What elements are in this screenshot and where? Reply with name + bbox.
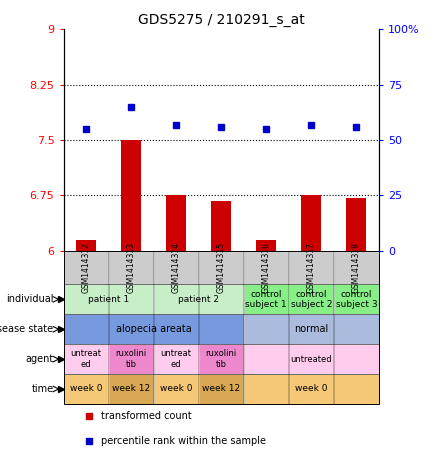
Bar [334, 284, 379, 314]
Text: week 12: week 12 [202, 385, 240, 394]
Bar [64, 374, 109, 404]
Bar [244, 374, 379, 404]
Text: week 0: week 0 [295, 385, 328, 394]
Text: week 0: week 0 [70, 385, 102, 394]
Text: ruxolini
tib: ruxolini tib [116, 349, 147, 369]
Bar [289, 251, 334, 284]
Text: week 12: week 12 [112, 385, 150, 394]
Text: percentile rank within the sample: percentile rank within the sample [101, 436, 266, 446]
Bar [64, 251, 109, 284]
Text: normal: normal [294, 324, 328, 334]
Bar [154, 251, 199, 284]
Bar [301, 195, 321, 251]
Bar [199, 251, 244, 284]
Bar [199, 374, 244, 404]
Text: disease state: disease state [0, 324, 53, 334]
Text: GSM1414314: GSM1414314 [172, 242, 180, 293]
Text: week 0: week 0 [160, 385, 192, 394]
Text: agent: agent [25, 354, 53, 364]
Text: patient 1: patient 1 [88, 295, 129, 304]
Bar [334, 251, 379, 284]
Bar [199, 344, 244, 374]
Bar [154, 284, 244, 314]
Text: alopecia areata: alopecia areata [116, 324, 191, 334]
Title: GDS5275 / 210291_s_at: GDS5275 / 210291_s_at [138, 13, 304, 27]
Bar [154, 344, 199, 374]
Bar [244, 344, 379, 374]
Bar [121, 140, 141, 251]
Text: transformed count: transformed count [101, 410, 192, 421]
Bar [154, 374, 199, 404]
Text: GSM1414317: GSM1414317 [307, 242, 316, 293]
Text: patient 2: patient 2 [178, 295, 219, 304]
Text: untreat
ed: untreat ed [161, 349, 192, 369]
Text: untreat
ed: untreat ed [71, 349, 102, 369]
Bar [211, 201, 231, 251]
Text: control
subject 1: control subject 1 [245, 289, 287, 309]
Bar [64, 314, 244, 344]
Text: GSM1414316: GSM1414316 [262, 242, 271, 293]
Bar [64, 284, 154, 314]
Bar [289, 284, 334, 314]
Bar [244, 314, 379, 344]
Text: individual: individual [6, 294, 53, 304]
Text: time: time [32, 384, 53, 394]
Text: GSM1414318: GSM1414318 [352, 242, 361, 293]
Bar [346, 198, 367, 251]
Text: GSM1414315: GSM1414315 [217, 242, 226, 293]
Text: control
subject 3: control subject 3 [336, 289, 377, 309]
Text: GSM1414313: GSM1414313 [127, 242, 136, 293]
Bar [109, 374, 154, 404]
Text: control
subject 2: control subject 2 [290, 289, 332, 309]
Bar [256, 240, 276, 251]
Bar [109, 344, 154, 374]
Bar [166, 195, 186, 251]
Bar [76, 240, 96, 251]
Text: GSM1414312: GSM1414312 [81, 242, 91, 293]
Bar [109, 251, 154, 284]
Bar [244, 284, 289, 314]
Bar [64, 344, 109, 374]
Text: untreated: untreated [290, 355, 332, 364]
Bar [244, 251, 289, 284]
Text: ruxolini
tib: ruxolini tib [205, 349, 237, 369]
